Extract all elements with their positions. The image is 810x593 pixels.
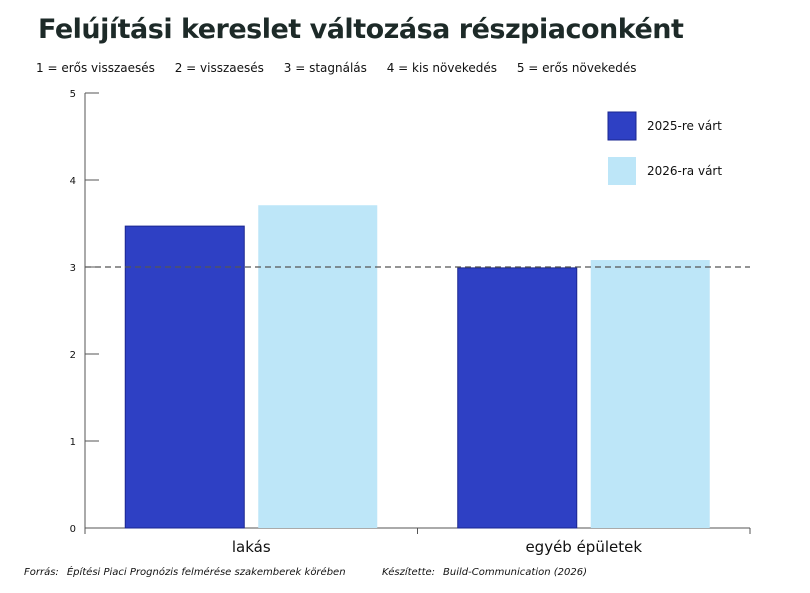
source-text: Építési Piaci Prognózis felmérése szakem… xyxy=(66,567,346,578)
scale-item-5: 5 = erős növekedés xyxy=(516,61,637,75)
author-text: Build-Communication (2026) xyxy=(443,567,587,578)
legend-label: 2025-re várt xyxy=(647,119,722,133)
y-tick-label: 5 xyxy=(70,89,76,100)
chart-title: Felújítási kereslet változása részpiacon… xyxy=(38,14,684,45)
author-label: Készítette: xyxy=(382,567,436,578)
bar xyxy=(258,205,378,529)
x-category-label: egyéb épületek xyxy=(525,538,642,556)
legend-label: 2026-ra várt xyxy=(647,164,722,178)
y-tick-label: 3 xyxy=(70,263,76,274)
author-note: Készítette: Build-Communication (2026) xyxy=(382,567,587,578)
bar xyxy=(590,260,710,528)
y-tick-label: 1 xyxy=(70,437,76,448)
scale-item-3: 3 = stagnálás xyxy=(283,61,367,75)
x-category-label: lakás xyxy=(232,538,271,556)
source-label: Forrás: xyxy=(24,567,59,578)
y-tick-label: 0 xyxy=(70,524,76,535)
bar xyxy=(124,225,245,529)
legend-swatch xyxy=(608,157,636,185)
scale-legend: 1 = erős visszaesés 2 = visszaesés 3 = s… xyxy=(36,61,652,75)
y-tick-label: 4 xyxy=(70,176,76,187)
y-tick-label: 2 xyxy=(70,350,76,361)
legend-swatch xyxy=(607,111,637,141)
bar xyxy=(457,267,578,529)
scale-item-4: 4 = kis növekedés xyxy=(386,61,497,75)
scale-item-1: 1 = erős visszaesés xyxy=(36,61,155,75)
source-note: Forrás: Építési Piaci Prognózis felmérése… xyxy=(24,567,346,578)
scale-item-2: 2 = visszaesés xyxy=(174,61,264,75)
